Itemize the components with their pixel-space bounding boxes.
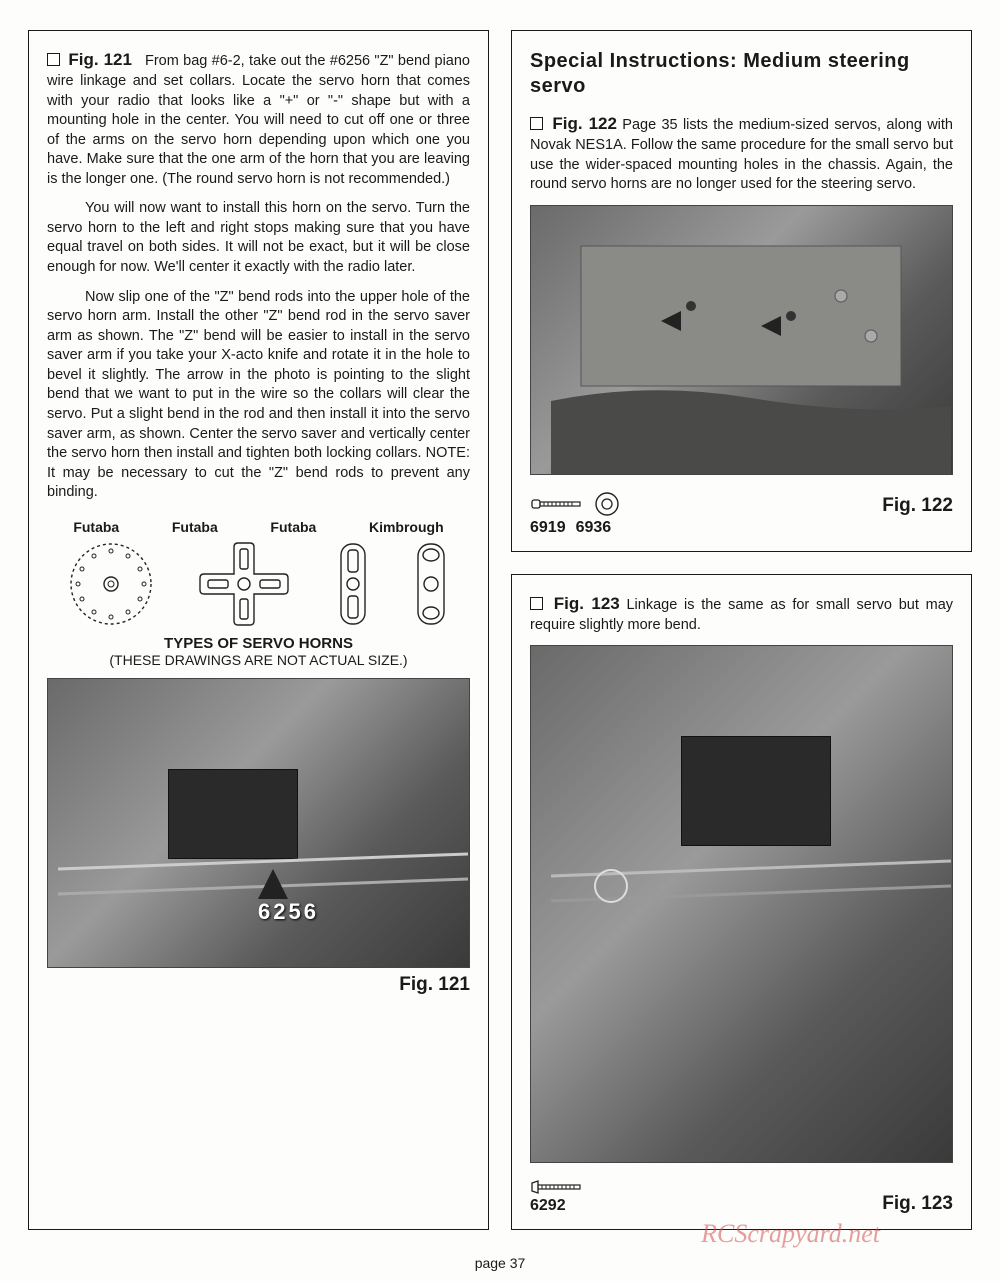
- horn-caption-sub: (THESE DRAWINGS ARE NOT ACTUAL SIZE.): [47, 652, 470, 668]
- horn-label: Futaba: [270, 519, 316, 535]
- horn-diagrams: [47, 541, 470, 627]
- fig-121-panel: Fig. 121 From bag #6-2, take out the #62…: [28, 30, 489, 1230]
- left-column: Fig. 121 From bag #6-2, take out the #62…: [28, 30, 489, 1230]
- two-column-layout: Fig. 121 From bag #6-2, take out the #62…: [28, 30, 972, 1230]
- fig-121-para1: Fig. 121 From bag #6-2, take out the #62…: [47, 49, 470, 189]
- fig-123-caption: Fig. 123: [882, 1193, 953, 1215]
- fig-122-photo: [530, 205, 953, 475]
- servo-horn-kimbrough-icon: [413, 541, 449, 627]
- horn-label: Futaba: [172, 519, 218, 535]
- horn-label: Futaba: [73, 519, 119, 535]
- fig-121-para1-text: From bag #6-2, take out the #6256 "Z" be…: [47, 53, 470, 187]
- fig-121-caption-row: Fig. 121: [47, 974, 470, 996]
- checkbox-icon: [530, 597, 543, 610]
- servo-horn-round-icon: [68, 541, 154, 627]
- fig-121-label: Fig. 121: [68, 50, 132, 69]
- fig-121-para2: You will now want to install this horn o…: [47, 199, 470, 277]
- servo-horn-plus-icon: [196, 541, 292, 627]
- fig-122-caption: Fig. 122: [882, 495, 953, 517]
- fig-121-para3: Now slip one of the "Z" bend rods into t…: [47, 288, 470, 503]
- right-column: Special Instructions: Medium steering se…: [511, 30, 972, 1230]
- fig-122-parts: [530, 491, 620, 517]
- section-title: Special Instructions: Medium steering se…: [530, 49, 953, 99]
- horn-caption-bold: TYPES OF SERVO HORNS: [47, 635, 470, 652]
- photo-overlay: [48, 679, 469, 967]
- horn-label: Kimbrough: [369, 519, 444, 535]
- screw-icon: [530, 496, 584, 512]
- horn-labels-row: Futaba Futaba Futaba Kimbrough: [47, 519, 470, 535]
- fig-121-caption: Fig. 121: [399, 974, 470, 996]
- page-number: page 37: [475, 1255, 526, 1271]
- fig-123-parts: 6292: [530, 1179, 584, 1215]
- fig-122-part-numbers: 6919 6936: [530, 519, 953, 537]
- checkbox-icon: [530, 117, 543, 130]
- horn-caption: TYPES OF SERVO HORNS (THESE DRAWINGS ARE…: [47, 635, 470, 668]
- part-number: 6919: [530, 519, 566, 537]
- fig-123-photo: [530, 645, 953, 1163]
- fig-122-para: Fig. 122 Page 35 lists the medium-sized …: [530, 113, 953, 195]
- part-number: 6936: [576, 519, 612, 537]
- fig-123-para: Fig. 123 Linkage is the same as for smal…: [530, 593, 953, 636]
- nut-icon: [594, 491, 620, 517]
- screw-icon: [530, 1179, 584, 1195]
- servo-horn-bar-icon: [335, 541, 371, 627]
- photo-overlay: [531, 646, 952, 1162]
- fig-122-label: Fig. 122: [552, 114, 617, 133]
- fig-121-photo: 6256: [47, 678, 470, 968]
- part-number: 6292: [530, 1197, 566, 1215]
- fig-123-label: Fig. 123: [554, 594, 620, 613]
- checkbox-icon: [47, 53, 60, 66]
- fig-122-panel: Special Instructions: Medium steering se…: [511, 30, 972, 552]
- photo-overlay: [531, 206, 952, 474]
- fig-123-panel: Fig. 123 Linkage is the same as for smal…: [511, 574, 972, 1230]
